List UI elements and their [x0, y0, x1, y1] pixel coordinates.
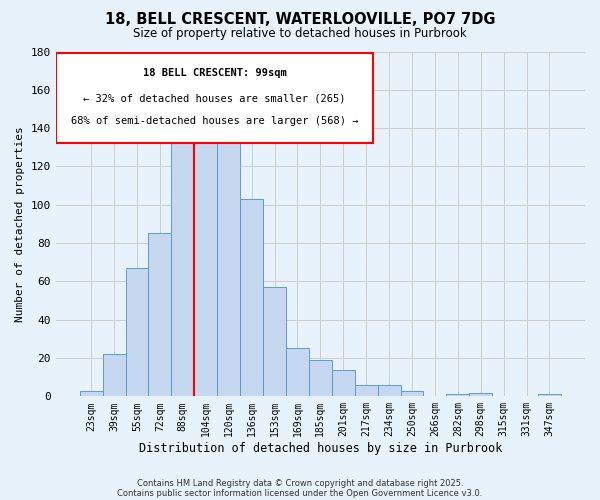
Bar [103, 354, 125, 397]
Text: 18, BELL CRESCENT, WATERLOOVILLE, PO7 7DG: 18, BELL CRESCENT, WATERLOOVILLE, PO7 7D… [105, 12, 495, 28]
Text: Size of property relative to detached houses in Purbrook: Size of property relative to detached ho… [133, 28, 467, 40]
Bar [217, 109, 240, 397]
Bar [286, 348, 309, 397]
Text: 68% of semi-detached houses are larger (568) →: 68% of semi-detached houses are larger (… [71, 116, 358, 126]
Bar [446, 394, 469, 396]
Text: Contains HM Land Registry data © Crown copyright and database right 2025.: Contains HM Land Registry data © Crown c… [137, 478, 463, 488]
Bar [240, 199, 263, 396]
Bar [332, 370, 355, 396]
Bar [125, 268, 148, 396]
Text: ← 32% of detached houses are smaller (265): ← 32% of detached houses are smaller (26… [83, 93, 346, 103]
Bar [172, 136, 194, 396]
Bar [148, 234, 172, 396]
Bar [263, 287, 286, 397]
Bar [355, 385, 377, 396]
Text: 18 BELL CRESCENT: 99sqm: 18 BELL CRESCENT: 99sqm [143, 68, 286, 78]
Bar [194, 122, 217, 396]
Text: Contains public sector information licensed under the Open Government Licence v3: Contains public sector information licen… [118, 488, 482, 498]
Bar [469, 392, 492, 396]
Bar [80, 390, 103, 396]
Bar [377, 385, 401, 396]
Bar [309, 360, 332, 397]
FancyBboxPatch shape [56, 53, 373, 143]
Y-axis label: Number of detached properties: Number of detached properties [15, 126, 25, 322]
Bar [401, 390, 424, 396]
X-axis label: Distribution of detached houses by size in Purbrook: Distribution of detached houses by size … [139, 442, 502, 455]
Bar [538, 394, 561, 396]
